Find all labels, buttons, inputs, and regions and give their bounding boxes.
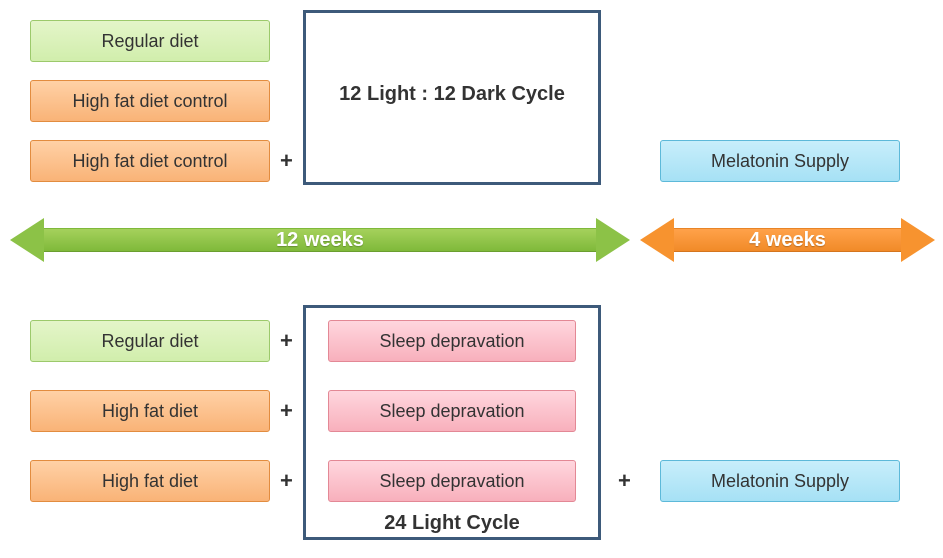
timeline-label-left: 12 weeks xyxy=(276,229,364,252)
plus-symbol: + xyxy=(280,328,293,354)
sleep-dep-box-1: Sleep depravation xyxy=(328,390,576,432)
cycle-label-bottom: 24 Light Cycle xyxy=(303,512,601,535)
sleep-dep-label: Sleep depravation xyxy=(379,471,524,492)
diet-label: Regular diet xyxy=(101,31,198,52)
sleep-dep-label: Sleep depravation xyxy=(379,331,524,352)
diet-box-hfd-bottom-2: High fat diet xyxy=(30,460,270,502)
melatonin-box-top: Melatonin Supply xyxy=(660,140,900,182)
diet-label: High fat diet control xyxy=(72,151,227,172)
timeline-arrow-4weeks: 4 weeks xyxy=(640,218,935,262)
plus-symbol: + xyxy=(280,148,293,174)
diet-label: High fat diet xyxy=(102,401,198,422)
cycle-frame-top: 12 Light : 12 Dark Cycle xyxy=(303,10,601,185)
timeline-arrow-12weeks: 12 weeks xyxy=(10,218,630,262)
plus-symbol: + xyxy=(280,398,293,424)
sleep-dep-box-0: Sleep depravation xyxy=(328,320,576,362)
melatonin-box-bottom: Melatonin Supply xyxy=(660,460,900,502)
diet-box-hfd-bottom-1: High fat diet xyxy=(30,390,270,432)
diet-box-hfd-control-1: High fat diet control xyxy=(30,80,270,122)
diet-label: High fat diet xyxy=(102,471,198,492)
diet-box-regular-top: Regular diet xyxy=(30,20,270,62)
sleep-dep-label: Sleep depravation xyxy=(379,401,524,422)
plus-symbol: + xyxy=(618,468,631,494)
diet-box-hfd-control-2: High fat diet control xyxy=(30,140,270,182)
diet-label: High fat diet control xyxy=(72,91,227,112)
cycle-label-top: 12 Light : 12 Dark Cycle xyxy=(306,83,598,106)
timeline-label-right: 4 weeks xyxy=(749,229,826,252)
sleep-dep-box-2: Sleep depravation xyxy=(328,460,576,502)
melatonin-label: Melatonin Supply xyxy=(711,151,849,172)
diet-label: Regular diet xyxy=(101,331,198,352)
melatonin-label: Melatonin Supply xyxy=(711,471,849,492)
diet-box-regular-bottom: Regular diet xyxy=(30,320,270,362)
plus-symbol: + xyxy=(280,468,293,494)
